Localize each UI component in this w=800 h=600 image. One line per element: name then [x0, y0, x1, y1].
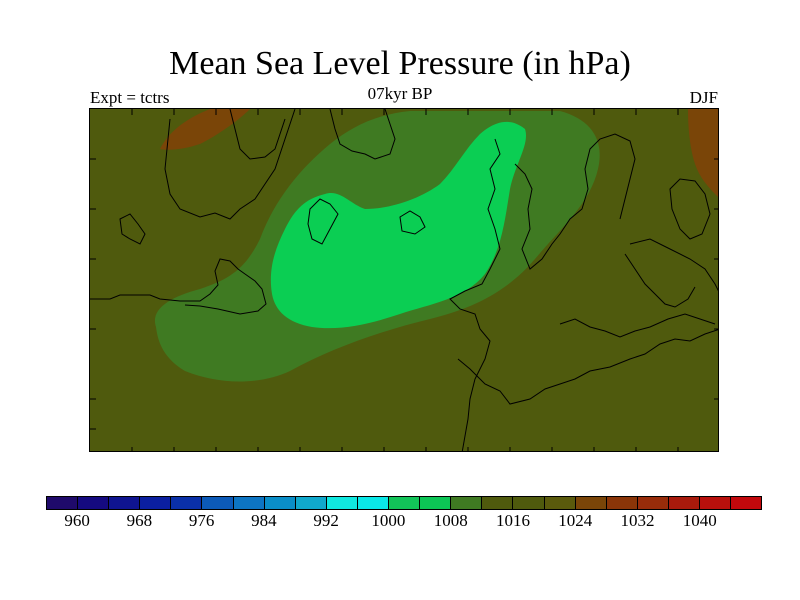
colorbar-swatch [451, 497, 483, 509]
colorbar-swatch [575, 497, 607, 509]
experiment-label: Expt = tctrs [90, 88, 170, 107]
colorbar-label: 1008 [433, 511, 468, 530]
colorbar-label: 968 [126, 511, 153, 530]
colorbar-swatch [389, 497, 421, 509]
coastline-iceland-south [90, 258, 267, 315]
period-label: 07kyr BP [367, 84, 433, 103]
coastline-white-sea [624, 253, 696, 308]
colorbar-swatch [420, 497, 452, 509]
colorbar-swatch [606, 497, 638, 509]
colorbar-label: 976 [188, 511, 215, 530]
colorbar-label: 1040 [682, 511, 717, 530]
colorbar-label: 1032 [620, 511, 655, 530]
colorbar-label: 1024 [558, 511, 593, 530]
colorbar-swatch [109, 497, 141, 509]
coastline-svalbard [329, 109, 396, 160]
colorbar-swatch [326, 497, 358, 509]
colorbar-swatch [202, 497, 234, 509]
colorbar-label: 984 [251, 511, 277, 530]
colorbar-swatch [264, 497, 296, 509]
colorbar-swatch [513, 497, 545, 509]
colorbar-label: 1000 [371, 511, 406, 530]
coastline-europe-south [457, 329, 718, 405]
island-outline-2 [307, 198, 339, 245]
colorbar-swatch [233, 497, 265, 509]
colorbar-swatch [482, 497, 514, 509]
colorbar-swatch [699, 497, 732, 509]
colorbar-labels: 960 968 976 984 992 1000 1008 1016 1024 1032 1040 [46, 511, 762, 535]
colorbar-swatch [140, 497, 172, 509]
island-outline [119, 213, 146, 245]
island-outline-3 [399, 210, 426, 235]
colorbar-swatch [357, 497, 390, 509]
coastlines [90, 109, 718, 451]
high-pressure-patch-east [688, 109, 718, 197]
colorbar-swatch [637, 497, 669, 509]
coastline-greenland [164, 109, 296, 220]
map-title: Mean Sea Level Pressure (in hPa) [169, 45, 631, 82]
coastline-baltic [559, 313, 716, 338]
colorbar-swatch [731, 497, 762, 509]
low-pressure-center [270, 121, 527, 329]
coastline-novaya-zemlya [669, 178, 711, 240]
colorbar-swatch [171, 497, 203, 509]
coastline-scandinavia-east [514, 133, 636, 270]
season-label: DJF [689, 88, 718, 107]
pressure-map [89, 108, 719, 452]
colorbar-swatch [295, 497, 327, 509]
colorbar-swatch [544, 497, 576, 509]
map-canvas [90, 109, 718, 451]
colorbar-label: 992 [313, 511, 339, 530]
colorbar-label: 1016 [495, 511, 530, 530]
colorbar-swatch [47, 497, 79, 509]
colorbar-swatch [78, 497, 110, 509]
colorbar-swatch [668, 497, 700, 509]
colorbar [46, 496, 762, 510]
high-pressure-patch [160, 109, 250, 150]
coastline-greenland-north [229, 109, 286, 160]
colorbar-label: 960 [64, 511, 90, 530]
coastline-russia [629, 238, 718, 292]
axis-ticks [90, 109, 718, 451]
